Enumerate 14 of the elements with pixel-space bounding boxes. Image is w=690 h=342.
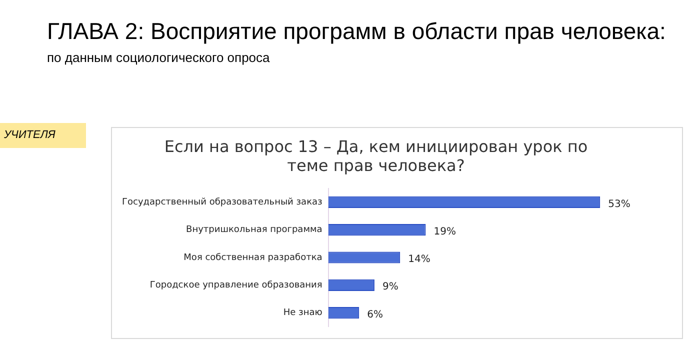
chart-title: Если на вопрос 13 – Да, кем инициирован урок по теме прав человека? <box>164 136 588 175</box>
y-tick-label: Внутришкольная программа <box>186 225 322 236</box>
text: по данным социологического опроса <box>47 50 270 65</box>
data-label: 9% <box>382 282 398 293</box>
y-tick-label: Городское управление образования <box>150 280 322 290</box>
data-label: 14% <box>408 254 430 266</box>
data-label: 6% <box>367 309 383 320</box>
text: ГЛАВА 2: Восприятие программ в области прав человека: <box>47 18 666 45</box>
data-label: 53% <box>608 198 630 210</box>
data-label: 19% <box>434 226 456 238</box>
y-tick-label: Государственный образовательный заказ <box>122 198 323 208</box>
y-tick-label: Моя собственная разработка <box>184 252 322 263</box>
y-tick-label: Не знаю <box>283 308 323 318</box>
text: УЧИТЕЛЯ <box>0 123 86 148</box>
